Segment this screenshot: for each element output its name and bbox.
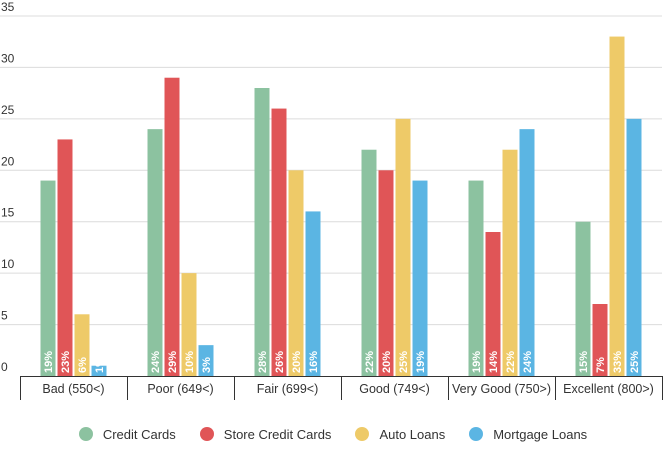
bar-data-label: 29% bbox=[167, 351, 179, 373]
bar-data-label: 24% bbox=[522, 351, 534, 373]
legend-swatch-icon bbox=[355, 427, 370, 441]
legend-swatch-icon bbox=[199, 427, 214, 441]
y-tick-label: 10 bbox=[1, 257, 15, 271]
legend-item[interactable]: Store Credit Cards bbox=[199, 426, 332, 442]
legend: Credit Cards Store Credit Cards Auto Loans… bbox=[0, 422, 666, 446]
x-tick-label: Fair (699<) bbox=[257, 382, 318, 396]
bar-data-label: 23% bbox=[60, 351, 72, 373]
legend-swatch-icon bbox=[78, 427, 93, 441]
bar bbox=[74, 314, 90, 376]
bar bbox=[305, 211, 321, 376]
bar bbox=[575, 221, 591, 376]
x-tick-label: Excellent (800>) bbox=[563, 382, 654, 396]
bar-data-label: 14% bbox=[488, 351, 500, 373]
y-tick-label: 0 bbox=[1, 360, 8, 374]
bar-data-label: 7% bbox=[595, 357, 607, 373]
legend-item[interactable]: Credit Cards bbox=[78, 426, 176, 442]
bar-data-label: 24% bbox=[150, 351, 162, 373]
bar-data-label: 1% bbox=[94, 357, 106, 373]
bar bbox=[271, 108, 287, 377]
bar bbox=[592, 304, 608, 376]
bar-data-label: 25% bbox=[398, 351, 410, 373]
bar-data-label: 6% bbox=[77, 357, 89, 373]
bar bbox=[626, 118, 642, 376]
bar bbox=[198, 345, 214, 376]
legend-label: Auto Loans bbox=[379, 426, 446, 442]
bar-data-label: 15% bbox=[578, 351, 590, 373]
y-tick-label: 30 bbox=[1, 51, 15, 65]
bar-data-label: 19% bbox=[43, 351, 55, 373]
bar-data-label: 19% bbox=[471, 351, 483, 373]
bar-data-label: 22% bbox=[505, 351, 517, 373]
bar-data-label: 16% bbox=[308, 351, 320, 373]
bar-data-label: 22% bbox=[364, 351, 376, 373]
x-tick-label: Good (749<) bbox=[359, 382, 430, 396]
bar bbox=[164, 77, 180, 376]
bar-data-label: 10% bbox=[184, 351, 196, 373]
legend-item[interactable]: Mortgage Loans bbox=[469, 427, 587, 442]
bar bbox=[361, 149, 377, 376]
bar bbox=[254, 88, 270, 376]
bar bbox=[181, 273, 197, 376]
legend-swatch-icon bbox=[469, 427, 484, 441]
bar bbox=[395, 118, 411, 376]
bar bbox=[485, 232, 501, 376]
x-tick-label: Poor (649<) bbox=[147, 382, 213, 396]
bar-data-label: 20% bbox=[381, 351, 393, 373]
bar bbox=[502, 149, 518, 376]
bar bbox=[378, 170, 394, 376]
bar-data-label: 28% bbox=[257, 351, 269, 373]
y-tick-label: 5 bbox=[1, 309, 8, 323]
x-tick-label: Bad (550<) bbox=[42, 382, 104, 396]
bar-data-label: 20% bbox=[291, 351, 303, 373]
bar bbox=[40, 180, 56, 376]
y-tick-label: 25 bbox=[1, 103, 15, 117]
bar bbox=[91, 365, 107, 376]
legend-item[interactable]: Auto Loans bbox=[355, 427, 445, 442]
bar-data-label: 26% bbox=[274, 351, 286, 373]
bar bbox=[519, 129, 535, 376]
legend-label: Credit Cards bbox=[102, 426, 176, 442]
legend-label: Store Credit Cards bbox=[223, 426, 332, 442]
bar-data-label: 3% bbox=[201, 357, 213, 373]
bar bbox=[412, 180, 428, 376]
bar bbox=[468, 180, 484, 376]
bar bbox=[147, 129, 163, 376]
bar bbox=[288, 170, 304, 376]
bar-data-label: 25% bbox=[629, 351, 641, 373]
legend-label: Mortgage Loans bbox=[493, 426, 588, 442]
bar bbox=[609, 36, 625, 376]
bar-data-label: 33% bbox=[612, 351, 624, 373]
bar bbox=[57, 139, 73, 376]
y-tick-label: 15 bbox=[1, 206, 15, 220]
y-tick-label: 20 bbox=[1, 154, 15, 168]
x-tick-label: Very Good (750>) bbox=[452, 382, 551, 396]
bar-data-label: 19% bbox=[415, 351, 427, 373]
y-tick-label: 35 bbox=[1, 0, 15, 14]
